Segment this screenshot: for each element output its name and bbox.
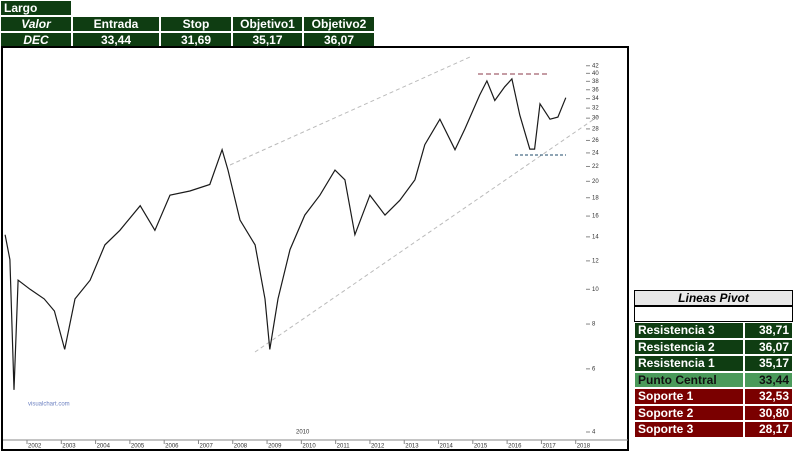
y-tick-label: 18 bbox=[592, 195, 599, 201]
y-tick-label: 30 bbox=[592, 116, 599, 122]
y-tick-label: 4 bbox=[592, 430, 596, 436]
pivot-value: 28,17 bbox=[744, 421, 793, 438]
y-tick-label: 38 bbox=[592, 79, 599, 85]
pivot-value: 30,80 bbox=[744, 404, 793, 421]
period-label: 2010 bbox=[296, 430, 310, 436]
y-tick-label: 32 bbox=[592, 106, 599, 112]
pivot-label: Soporte 2 bbox=[634, 404, 744, 421]
y-tick-label: 22 bbox=[592, 164, 599, 170]
x-tick-label: 2011 bbox=[337, 444, 351, 450]
x-tick-label: 2006 bbox=[165, 444, 179, 450]
x-tick-label: 2014 bbox=[440, 444, 454, 450]
pivot-label: Resistencia 2 bbox=[634, 338, 744, 355]
channel-line bbox=[229, 56, 471, 166]
pivot-value: 33,44 bbox=[744, 371, 793, 388]
y-tick-label: 42 bbox=[592, 63, 599, 69]
pivot-value: 38,71 bbox=[744, 322, 793, 339]
price-line bbox=[4, 77, 567, 390]
pivot-label: Punto Central bbox=[634, 371, 744, 388]
pivot-label: Soporte 1 bbox=[634, 388, 744, 405]
x-tick-label: 2013 bbox=[405, 444, 419, 450]
y-tick-label: 26 bbox=[592, 138, 599, 144]
column-header: Valor bbox=[0, 16, 72, 32]
column-header: Stop bbox=[160, 16, 232, 32]
x-tick-label: 2017 bbox=[542, 444, 556, 450]
x-tick-label: 2016 bbox=[508, 444, 522, 450]
pivot-value: 35,17 bbox=[744, 355, 793, 372]
x-tick-label: 2003 bbox=[62, 444, 76, 450]
x-tick-label: 2012 bbox=[371, 444, 385, 450]
x-tick-label: 2002 bbox=[28, 444, 42, 450]
column-header: Objetivo2 bbox=[303, 16, 375, 32]
x-tick-label: 2015 bbox=[474, 444, 488, 450]
y-tick-label: 20 bbox=[592, 179, 599, 185]
y-tick-label: 6 bbox=[592, 366, 596, 372]
x-tick-label: 2004 bbox=[97, 444, 111, 450]
y-tick-label: 16 bbox=[592, 214, 599, 220]
y-tick-label: 24 bbox=[592, 150, 599, 156]
x-tick-label: 2010 bbox=[302, 444, 316, 450]
y-tick-label: 14 bbox=[592, 234, 599, 240]
x-tick-label: 2008 bbox=[234, 444, 248, 450]
pivot-label: Soporte 3 bbox=[634, 421, 744, 438]
y-tick-label: 28 bbox=[592, 126, 599, 132]
watermark: visualchart.com bbox=[28, 402, 70, 408]
y-tick-label: 12 bbox=[592, 258, 599, 264]
pivot-label: Resistencia 3 bbox=[634, 322, 744, 339]
x-tick-label: 2005 bbox=[131, 444, 145, 450]
x-tick-label: 2018 bbox=[577, 444, 591, 450]
pivot-title: Lineas Pivot bbox=[634, 290, 793, 306]
x-tick-label: 2009 bbox=[268, 444, 282, 450]
y-tick-label: 8 bbox=[592, 322, 596, 328]
pivot-label: Resistencia 1 bbox=[634, 355, 744, 372]
chart-frame bbox=[1, 46, 629, 451]
pivot-value: 36,07 bbox=[744, 338, 793, 355]
column-header: Entrada bbox=[72, 16, 160, 32]
y-tick-label: 36 bbox=[592, 87, 599, 93]
x-tick-label: 2007 bbox=[199, 444, 213, 450]
y-tick-label: 40 bbox=[592, 71, 599, 77]
y-tick-label: 34 bbox=[592, 96, 599, 102]
column-header: Objetivo1 bbox=[232, 16, 303, 32]
y-tick-label: 10 bbox=[592, 287, 599, 293]
cell: DEC bbox=[0, 32, 72, 48]
header-title: Largo bbox=[0, 0, 72, 16]
